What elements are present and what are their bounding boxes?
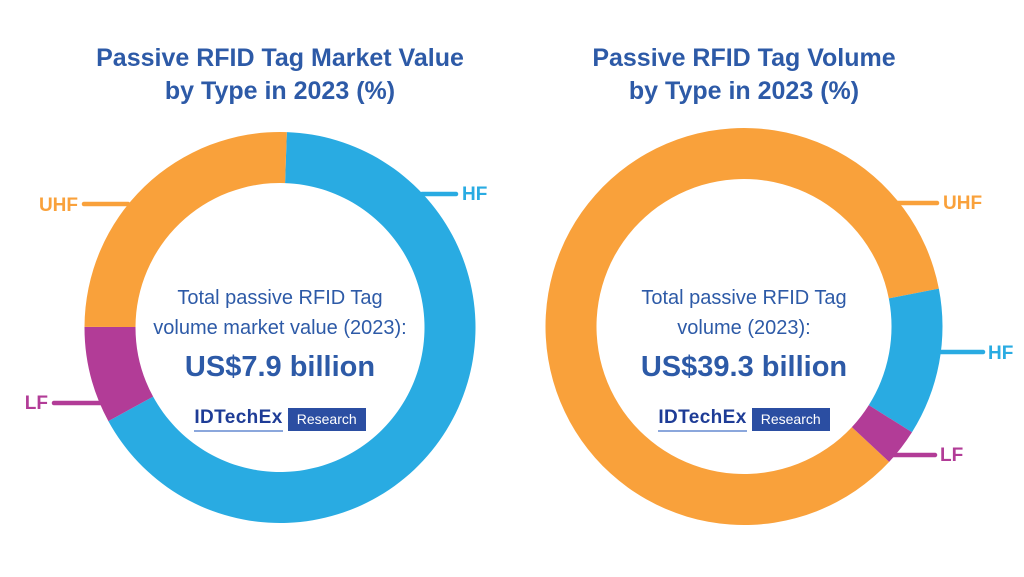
donut-center-text-market-value: Total passive RFID Tag volume market val… — [120, 283, 440, 432]
segment-label-hf: HF — [988, 343, 1013, 364]
idtechex-logo-brand: IDTechEx — [194, 407, 283, 432]
center-text-line1: Total passive RFID Tag — [177, 287, 383, 309]
center-text-line2: volume (2023): — [677, 317, 811, 339]
chart-title-line1: Passive RFID Tag Market Value — [96, 44, 464, 72]
chart-title-volume: Passive RFID Tag Volume by Type in 2023 … — [488, 42, 1000, 108]
center-text-line1: Total passive RFID Tag — [641, 287, 847, 309]
segment-label-uhf: UHF — [39, 195, 78, 216]
donut-segment-hf — [868, 288, 943, 433]
donut-chart-market-value: HF LF UHF — [25, 131, 487, 524]
segment-label-hf: HF — [462, 184, 487, 205]
chart-title-line2: by Type in 2023 (%) — [628, 77, 860, 105]
segment-label-lf: LF — [25, 393, 48, 414]
idtechex-logo: IDTechEx Research — [584, 407, 904, 432]
donut-chart-volume: UHF HF LF — [545, 128, 1013, 525]
chart-title-market-value: Passive RFID Tag Market Value by Type in… — [24, 42, 536, 108]
idtechex-logo-brand: IDTechEx — [658, 407, 747, 432]
segment-label-uhf: UHF — [943, 193, 982, 214]
donut-segment-uhf — [84, 131, 287, 327]
segment-label-lf: LF — [940, 445, 963, 466]
donut-segment-lf — [84, 326, 154, 422]
total-value: US$39.3 billion — [640, 351, 848, 383]
donut-center-text-volume: Total passive RFID Tag volume (2023): US… — [584, 283, 904, 432]
chart-market-value: Passive RFID Tag Market Value by Type in… — [25, 44, 487, 524]
idtechex-logo: IDTechEx Research — [120, 407, 440, 432]
total-value: US$7.9 billion — [184, 351, 376, 383]
idtechex-logo-research-badge: Research — [287, 408, 366, 431]
center-text-line2: volume market value (2023): — [153, 317, 407, 339]
chart-title-line2: by Type in 2023 (%) — [164, 77, 396, 105]
chart-volume: Passive RFID Tag Volume by Type in 2023 … — [512, 0, 1024, 577]
chart-title-line1: Passive RFID Tag Volume — [592, 44, 896, 72]
donut-segment-lf — [851, 405, 912, 462]
idtechex-logo-research-badge: Research — [751, 408, 830, 431]
